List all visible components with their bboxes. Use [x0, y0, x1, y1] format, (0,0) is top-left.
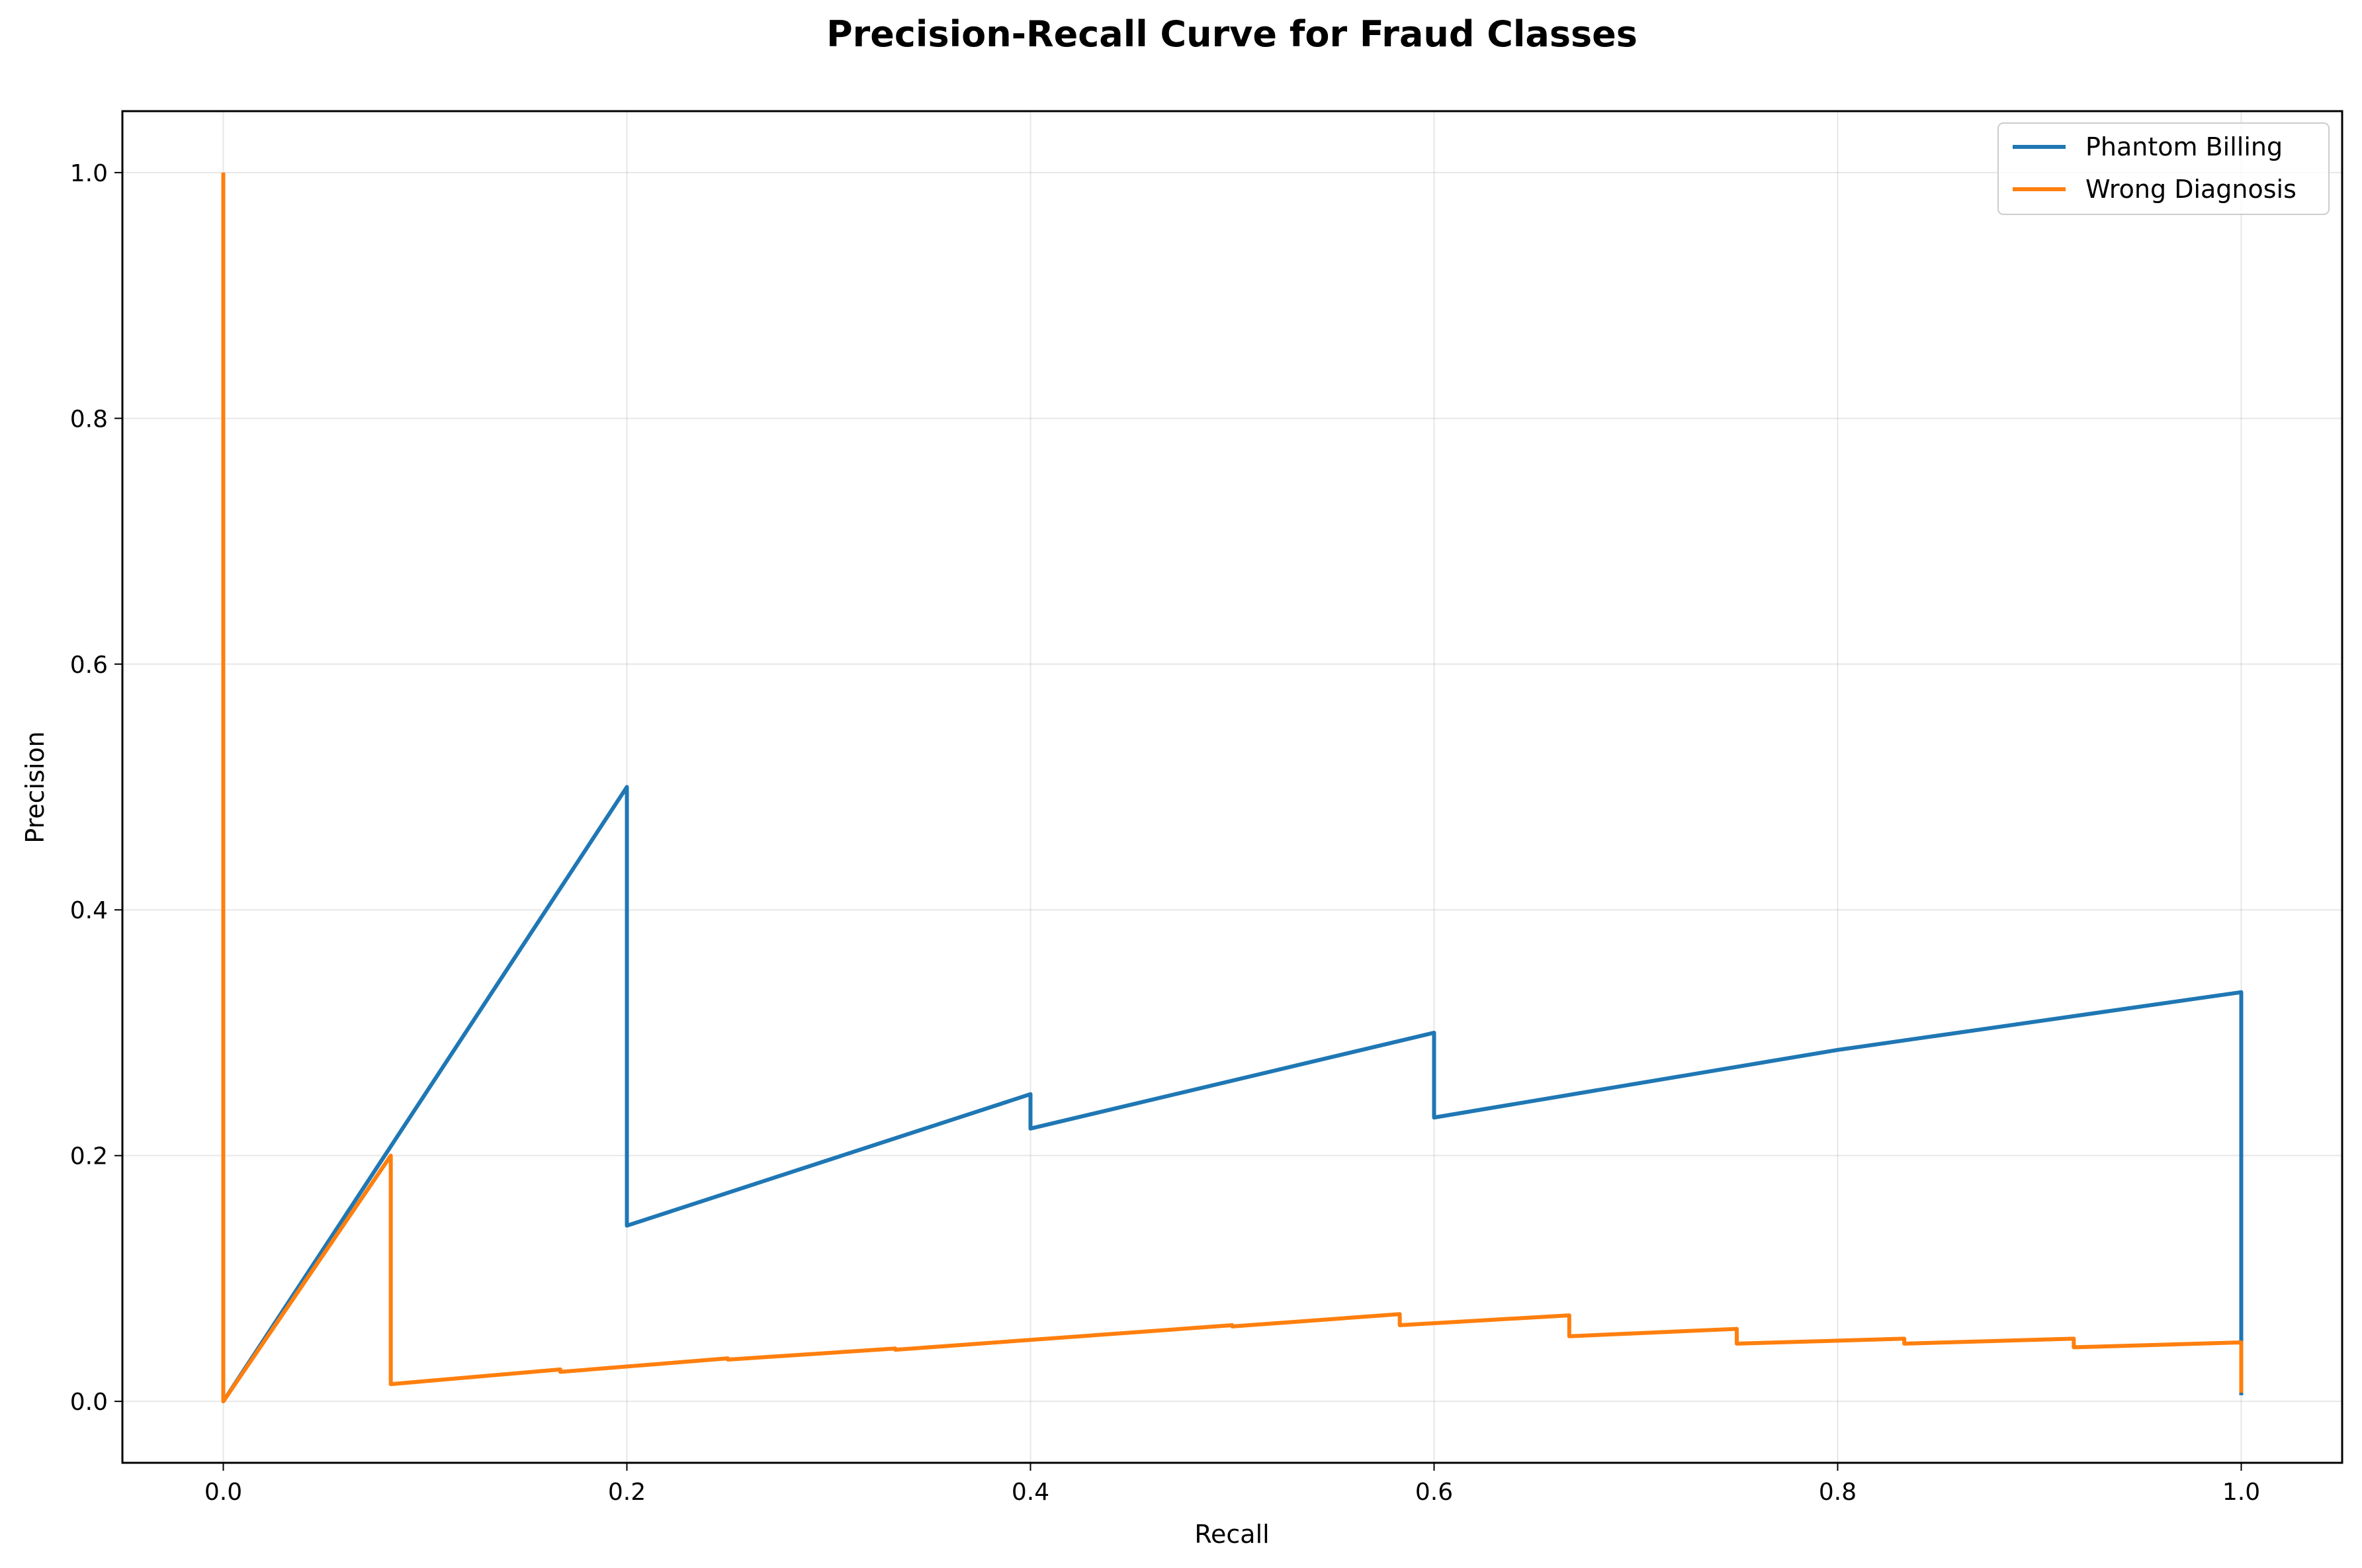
legend: Phantom Billing Wrong Diagnosis [1997, 122, 2330, 215]
y-axis-ticks: 0.0 0.2 0.4 0.6 0.8 1.0 [70, 160, 122, 1416]
legend-label-wrong-diagnosis: Wrong Diagnosis [2085, 175, 2296, 204]
grid [122, 111, 2342, 1463]
y-tick-label: 0.2 [70, 1143, 108, 1170]
y-tick-label: 0.8 [70, 406, 108, 433]
x-tick-label: 0.8 [1819, 1479, 1857, 1506]
x-tick-label: 1.0 [2222, 1479, 2260, 1506]
y-tick-label: 0.4 [70, 897, 108, 924]
x-tick-label: 0.0 [204, 1479, 242, 1506]
plot-frame [121, 110, 2343, 1464]
legend-label-phantom-billing: Phantom Billing [2085, 132, 2283, 161]
x-tick-label: 0.2 [608, 1479, 646, 1506]
series-layer [221, 172, 2244, 1404]
y-axis-label: Precision [21, 731, 50, 844]
x-tick-label: 0.6 [1415, 1479, 1453, 1506]
y-tick-label: 1.0 [70, 160, 108, 187]
y-tick-label: 0.6 [70, 652, 108, 679]
x-axis-ticks: 0.0 0.2 0.4 0.6 0.8 1.0 [204, 1463, 2260, 1506]
x-axis-label: Recall [1194, 1520, 1269, 1549]
legend-box [1997, 122, 2330, 215]
series-line-phantom-billing [221, 785, 2244, 1403]
series-line-wrong-diagnosis [221, 172, 2244, 1404]
y-tick-label: 0.0 [70, 1389, 108, 1416]
x-tick-label: 0.4 [1012, 1479, 1049, 1506]
chart-title: Precision-Recall Curve for Fraud Classes [826, 13, 1638, 55]
